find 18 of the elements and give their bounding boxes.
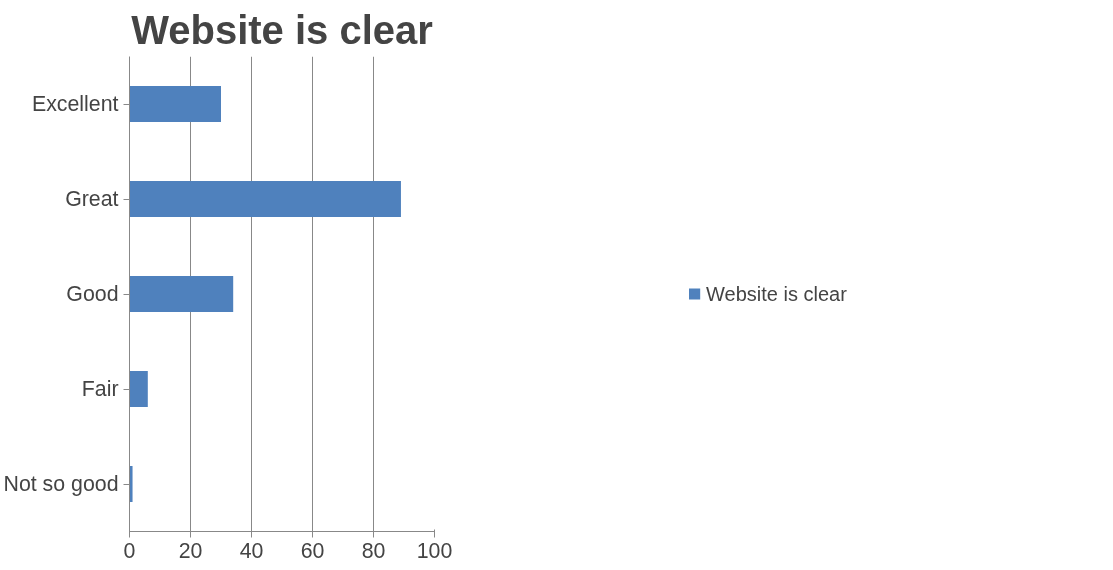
y-tick-label: Fair — [81, 377, 119, 401]
x-tick-label: 20 — [178, 538, 203, 563]
bar — [129, 180, 401, 218]
x-tick-label: 0 — [123, 538, 136, 563]
x-tick-label: 40 — [239, 538, 264, 563]
y-tick-label: Good — [66, 282, 119, 306]
chart-title: Website is clear — [131, 7, 433, 52]
y-tick-label: Great — [65, 187, 119, 211]
x-tick-label: 60 — [300, 538, 325, 563]
bar — [129, 370, 148, 408]
bar — [129, 275, 234, 313]
x-tick-label: 80 — [361, 538, 386, 563]
y-tick-label: Not so good — [3, 472, 119, 496]
x-tick-label: 100 — [416, 538, 453, 563]
y-tick-label: Excellent — [31, 92, 119, 116]
bar — [129, 85, 221, 123]
legend-label: Website is clear — [706, 282, 847, 305]
bar — [129, 465, 133, 503]
